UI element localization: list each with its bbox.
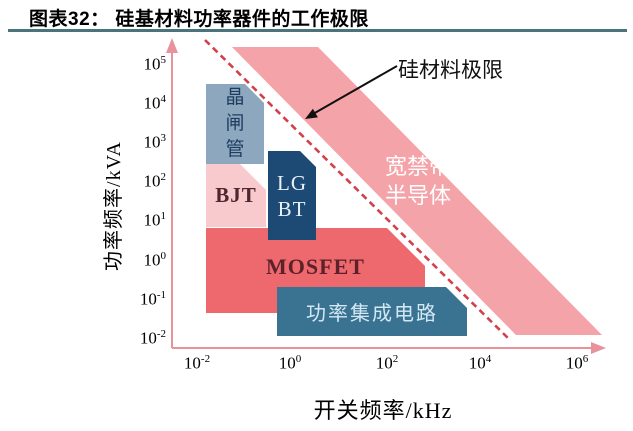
y-tick-1e1: 101 — [143, 210, 167, 230]
region-bjt-label: BJT — [215, 183, 257, 207]
x-tick-1e4: 104 — [468, 353, 492, 373]
y-tick-1e0: 100 — [143, 250, 167, 270]
title-divider — [8, 29, 627, 32]
region-igbt-label-line1: LG — [277, 170, 307, 195]
silicon-limit-dashed-line — [204, 39, 511, 341]
x-tick-1e6: 106 — [565, 353, 589, 373]
region-power-ic: 功率集成电路 — [277, 287, 467, 336]
y-tick-1e3: 103 — [143, 132, 167, 152]
x-tick-1e0: 100 — [278, 353, 302, 373]
figure-title: 图表32： 硅基材料功率器件的工作极限 — [29, 9, 369, 30]
wide-bandgap-band — [232, 47, 602, 335]
region-mosfet-label: MOSFET — [266, 254, 365, 279]
region-igbt-label-line2: BT — [277, 196, 307, 221]
y-tick-1e2: 102 — [143, 171, 167, 191]
x-axis-title: 开关频率/kHz — [313, 398, 453, 423]
y-axis-arrow-icon — [166, 38, 178, 53]
x-tick-1e2: 102 — [375, 353, 399, 373]
y-tick-1e4: 104 — [143, 93, 167, 113]
y-axis-title: 功率频率/kVA — [103, 141, 125, 271]
silicon-limit-callout-line — [312, 65, 398, 115]
silicon-limit-arrowhead-icon — [305, 108, 318, 119]
y-tick-1e-2: 10-2 — [139, 328, 166, 348]
silicon-limit-label: 硅材料极限 — [398, 58, 503, 82]
region-thyristor-label: 晶闸管 — [225, 87, 245, 160]
region-thyristor: 晶闸管 — [206, 84, 264, 164]
x-tick-1e-2: 10-2 — [183, 353, 211, 373]
y-tick-1e-1: 10-1 — [139, 289, 166, 309]
wide-bandgap-label-line2: 半导体 — [384, 183, 451, 208]
region-igbt: LG BT — [268, 151, 316, 240]
x-axis-arrow-icon — [591, 342, 606, 354]
y-tick-1e5: 105 — [143, 54, 167, 74]
wide-bandgap-label: 宽禁带 半导体 — [368, 152, 468, 210]
wide-bandgap-label-line1: 宽禁带 — [384, 154, 451, 179]
region-power-ic-label: 功率集成电路 — [306, 303, 438, 325]
